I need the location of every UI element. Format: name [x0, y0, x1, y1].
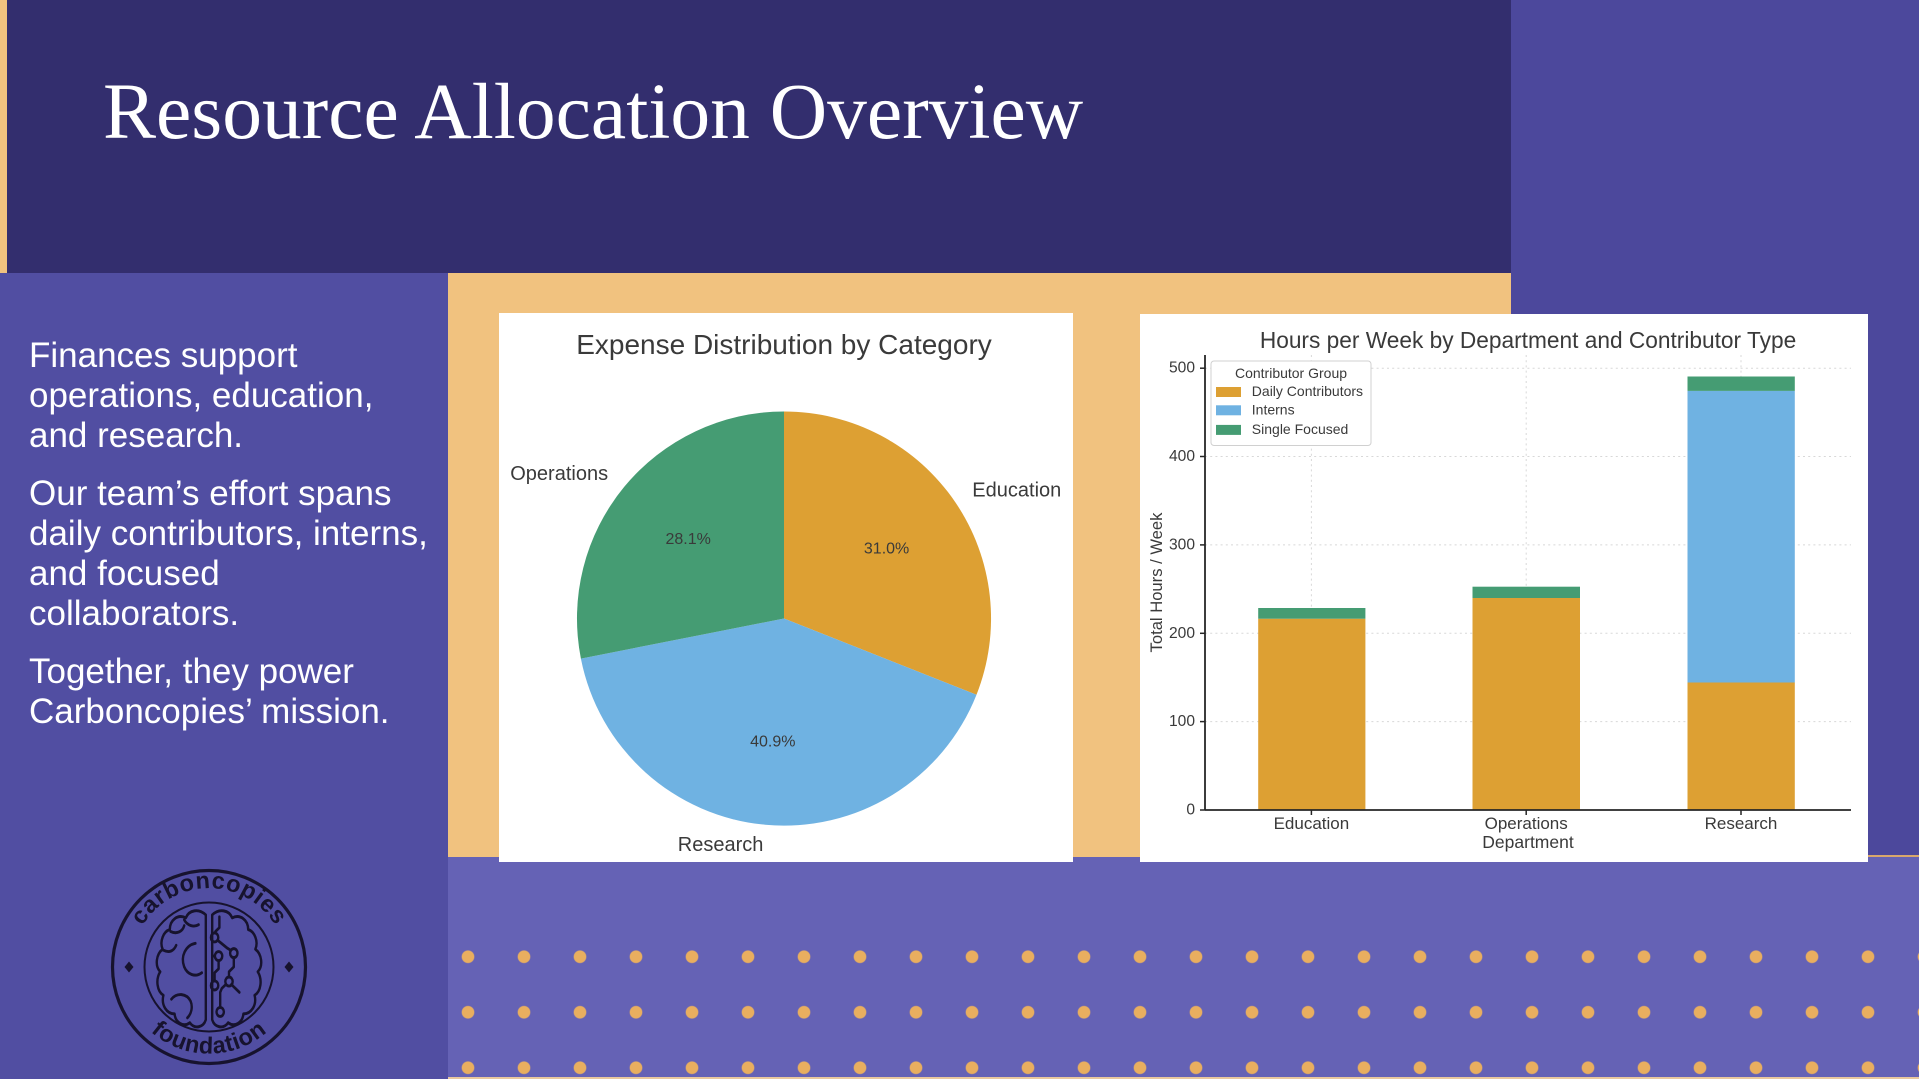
svg-text:Contributor Group: Contributor Group — [1235, 365, 1347, 381]
svg-text:Research: Research — [1705, 814, 1778, 833]
svg-text:Research: Research — [678, 834, 764, 856]
svg-text:Operations: Operations — [1485, 814, 1568, 833]
svg-text:Hours per Week by Department a: Hours per Week by Department and Contrib… — [1260, 327, 1796, 353]
svg-text:Expense Distribution by Catego: Expense Distribution by Category — [576, 329, 992, 360]
svg-text:500: 500 — [1169, 360, 1195, 377]
svg-text:Interns: Interns — [1252, 401, 1295, 417]
svg-text:Department: Department — [1482, 832, 1574, 852]
svg-text:Education: Education — [972, 480, 1061, 502]
svg-text:Daily Contributors: Daily Contributors — [1252, 383, 1363, 399]
svg-text:Operations: Operations — [510, 463, 608, 485]
svg-text:carboncopies: carboncopies — [125, 867, 293, 929]
svg-text:0: 0 — [1186, 802, 1195, 819]
svg-text:28.1%: 28.1% — [666, 531, 711, 548]
svg-text:40.9%: 40.9% — [750, 734, 795, 751]
svg-text:100: 100 — [1169, 713, 1195, 730]
svg-text:200: 200 — [1169, 625, 1195, 642]
svg-text:400: 400 — [1169, 448, 1195, 465]
svg-text:Total Hours / Week: Total Hours / Week — [1147, 512, 1166, 653]
svg-text:300: 300 — [1169, 536, 1195, 553]
svg-text:Single Focused: Single Focused — [1252, 421, 1349, 437]
svg-text:Education: Education — [1274, 814, 1350, 833]
svg-text:31.0%: 31.0% — [864, 540, 909, 557]
